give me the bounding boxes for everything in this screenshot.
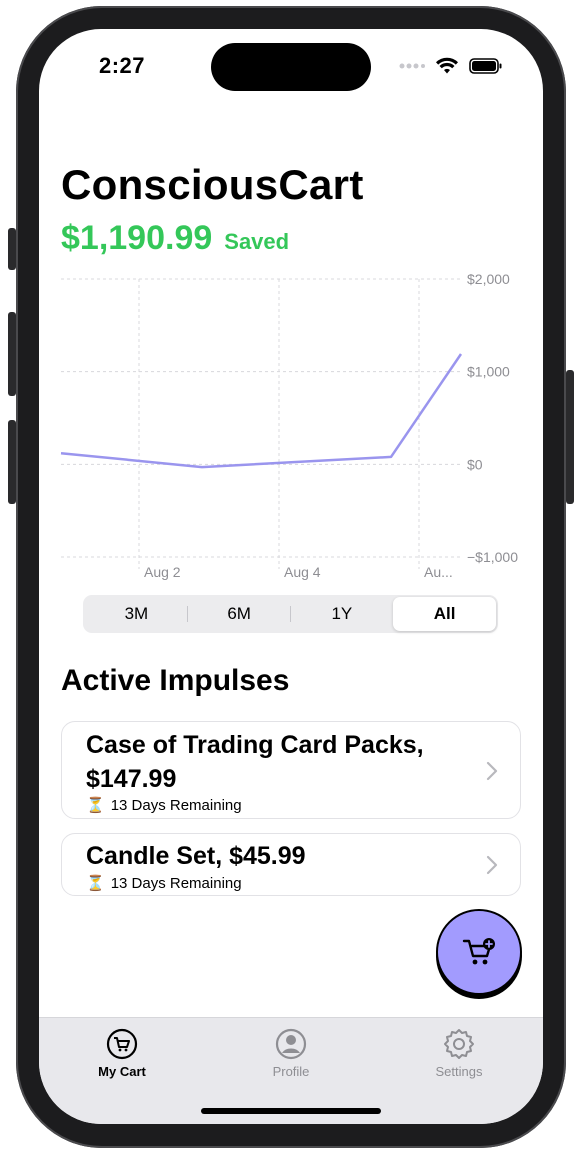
impulse-title-line2: $147.99: [86, 765, 177, 793]
app-screen: 2:27 ConsciousCart $1,190.99 Saved $2,00…: [39, 29, 543, 1124]
range-option-6m[interactable]: 6M: [188, 597, 291, 631]
chart-y-tick-label: $1,000: [467, 364, 510, 380]
tab-label: My Cart: [98, 1064, 146, 1079]
app-title: ConsciousCart: [61, 161, 364, 208]
remaining-text: 13 Days Remaining: [110, 796, 242, 814]
tab-settings[interactable]: Settings: [399, 1028, 519, 1079]
chart-x-tick-label: Au...: [424, 564, 453, 580]
side-button-volume-down: [8, 420, 16, 504]
tab-label: Settings: [435, 1064, 483, 1079]
status-icons: [399, 57, 503, 75]
savings-summary: $1,190.99 Saved: [61, 219, 289, 258]
person-icon: [275, 1028, 307, 1060]
home-indicator: [201, 1108, 381, 1114]
chevron-right-icon: [486, 855, 498, 875]
impulse-remaining: ⏳ 13 Days Remaining: [86, 874, 242, 893]
tab-profile[interactable]: Profile: [231, 1028, 351, 1079]
saved-label: Saved: [224, 229, 290, 254]
gear-icon: [444, 1029, 474, 1059]
chart-y-tick-label: −$1,000: [467, 549, 518, 565]
tab-my-cart[interactable]: My Cart: [62, 1028, 182, 1079]
side-button-action: [8, 228, 16, 270]
range-picker: 3M 6M 1Y All: [83, 595, 498, 633]
tab-label: Profile: [272, 1064, 310, 1079]
hourglass-icon: ⏳: [86, 797, 105, 814]
section-title: Active Impulses: [61, 664, 290, 697]
range-option-all[interactable]: All: [393, 597, 496, 631]
saved-amount: $1,190.99: [61, 219, 213, 257]
chart-y-tick-label: $2,000: [467, 271, 510, 287]
impulse-card[interactable]: Candle Set, $45.99 ⏳ 13 Days Remaining: [61, 833, 521, 896]
dynamic-island: [211, 43, 371, 91]
cart-plus-icon: [462, 938, 495, 965]
chart-x-tick-label: Aug 4: [284, 564, 321, 580]
hourglass-icon: ⏳: [86, 875, 105, 892]
impulse-title: Candle Set, $45.99: [86, 842, 306, 870]
impulse-card[interactable]: Case of Trading Card Packs, $147.99 ⏳ 13…: [61, 721, 521, 819]
range-option-3m[interactable]: 3M: [85, 597, 188, 631]
chart-series-line: [60, 353, 463, 469]
battery-icon: [469, 58, 502, 74]
side-button-volume-up: [8, 312, 16, 396]
cart-icon: [106, 1028, 138, 1060]
savings-chart: $2,000 $1,000 $0 −$1,000 Aug 2 Aug 4 Au...: [60, 271, 518, 580]
add-impulse-button[interactable]: [436, 909, 522, 995]
impulse-title-line1: Case of Trading Card Packs,: [86, 731, 424, 759]
side-button-power: [566, 370, 574, 504]
impulse-title: Case of Trading Card Packs, $147.99: [86, 728, 424, 796]
chart-x-tick-label: Aug 2: [144, 564, 181, 580]
remaining-text: 13 Days Remaining: [110, 874, 242, 892]
tab-bar: My Cart Profile Settings: [39, 1017, 543, 1124]
chart-y-tick-label: $0: [467, 456, 483, 472]
chevron-right-icon: [486, 761, 498, 781]
status-time: 2:27: [99, 53, 146, 78]
cellular-signal-icon: [399, 63, 425, 69]
impulse-remaining: ⏳ 13 Days Remaining: [86, 796, 242, 815]
wifi-icon: [436, 57, 458, 74]
range-option-1y[interactable]: 1Y: [331, 604, 353, 623]
